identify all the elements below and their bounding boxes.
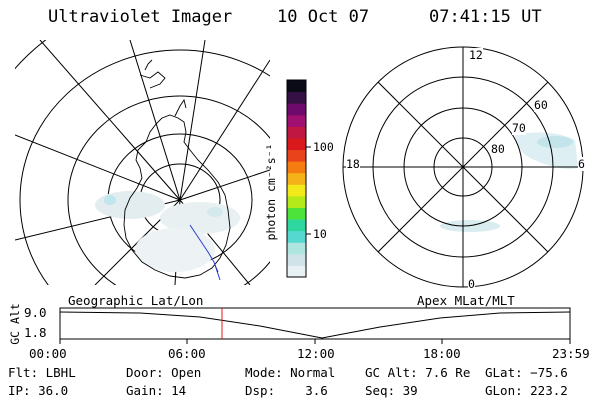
orbit-xtick-label: 06:00 — [168, 346, 206, 361]
colorbar-cell — [287, 172, 306, 185]
orbit-xtick-label: 00:00 — [29, 346, 67, 361]
colorbar-cell — [287, 126, 306, 139]
orbit-ylabel: GC Alt — [7, 303, 22, 345]
colorbar-cell — [287, 149, 306, 162]
status-door: Door: Open — [126, 365, 202, 380]
colorbar-cell — [287, 242, 306, 255]
colorbar-tick-label: 10 — [313, 227, 327, 241]
status-mode: Mode: Normal — [245, 365, 336, 380]
colorbar-cell — [287, 103, 306, 116]
mlt-label-12: 12 — [469, 48, 483, 62]
geo-meridian — [179, 169, 270, 201]
geo-meridian — [39, 40, 181, 201]
geo-meridian — [179, 59, 270, 201]
orbit-ytick-label: 9.0 — [24, 305, 47, 320]
orbit-ytick-label: 1.8 — [24, 325, 47, 340]
mlat-label-60: 60 — [534, 98, 548, 112]
geo-lat-circle — [19, 49, 270, 285]
status-ip: IP: 36.0 — [8, 383, 69, 398]
mlt-label-0: 0 — [468, 277, 475, 291]
status-seq: Seq: 39 — [365, 383, 418, 398]
mlat-label-70: 70 — [512, 121, 526, 135]
mlt-label-6: 6 — [578, 157, 585, 171]
orbit-xtick-label: 12:00 — [297, 346, 335, 361]
colorbar-cell — [287, 184, 306, 197]
status-glat: GLat: −75.6 — [485, 365, 568, 380]
orbit-altitude-curve — [59, 311, 571, 339]
coastline — [123, 59, 231, 279]
geo-map-label: Geographic Lat/Lon — [68, 293, 204, 308]
colorbar-cell — [287, 219, 306, 232]
polar-diagonal-line — [377, 81, 549, 253]
orbit-xtick-label: 18:00 — [423, 346, 461, 361]
status-glon: GLon: 223.2 — [485, 383, 568, 398]
instrument-title: Ultraviolet Imager — [48, 7, 233, 27]
status-filter: Flt: LBHL — [8, 365, 76, 380]
colorbar-cell — [287, 207, 306, 220]
colorbar-cell — [287, 137, 306, 151]
colorbar-tick-label: 100 — [313, 140, 334, 154]
colorbar-cell — [287, 114, 306, 127]
geo-meridian — [179, 40, 206, 201]
colorbar-cell — [287, 80, 306, 93]
colorbar-cell — [287, 230, 306, 243]
time-label: 07:41:15 UT — [429, 7, 542, 27]
geo-meridian — [15, 134, 181, 201]
colorbar-cell — [287, 195, 306, 208]
geo-aurora-emission — [95, 191, 240, 272]
polar-plot-label: Apex MLat/MLT — [417, 293, 515, 308]
status-dsp: Dsp: 3.6 — [245, 383, 328, 398]
geo-meridian — [129, 40, 181, 201]
orbit-xtick-label: 23:59 — [552, 346, 590, 361]
geo-lat-circle — [67, 95, 270, 285]
date-label: 10 Oct 07 — [277, 7, 370, 27]
footpoint-trace — [189, 224, 221, 281]
status-gc-alt: GC Alt: 7.6 Re — [365, 365, 471, 380]
mlt-label-18: 18 — [346, 157, 360, 171]
colorbar-cell — [287, 91, 306, 104]
colorbar-cell — [287, 253, 306, 266]
colorbar-frame — [286, 79, 307, 278]
mlat-label-80: 80 — [491, 142, 505, 156]
colorbar-cell — [287, 161, 306, 174]
status-gain: Gain: 14 — [126, 383, 187, 398]
colorbar-cell — [287, 265, 306, 278]
